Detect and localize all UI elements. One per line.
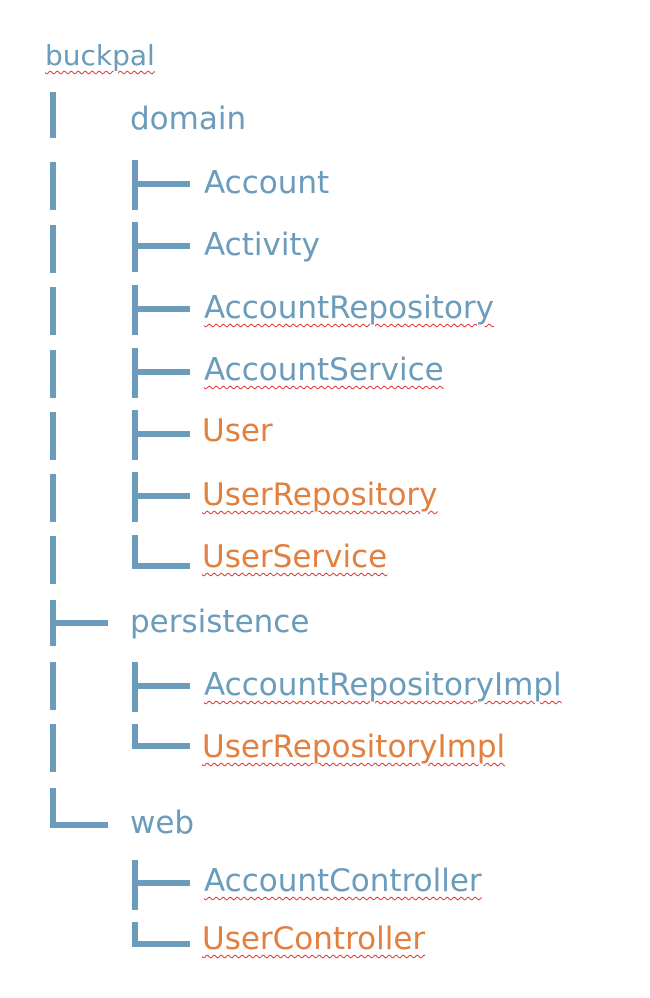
domain-branch-connector bbox=[132, 306, 190, 312]
class-label: User bbox=[202, 413, 273, 449]
tree-root-label: buckpal bbox=[45, 39, 155, 72]
trunk-connector-segment bbox=[50, 788, 56, 828]
trunk-connector-segment bbox=[50, 536, 56, 584]
persistence-package-label: persistence bbox=[130, 604, 310, 640]
trunk-connector-segment bbox=[50, 474, 56, 522]
trunk-connector-segment bbox=[50, 724, 56, 772]
trunk-connector-segment bbox=[50, 287, 56, 335]
class-label: UserService bbox=[202, 539, 388, 575]
web-branch-connector bbox=[132, 941, 190, 947]
web-connector-segment bbox=[132, 922, 138, 946]
persistence-connector-segment bbox=[132, 724, 138, 748]
domain-connector-segment bbox=[132, 535, 138, 569]
persistence-branch-connector bbox=[132, 743, 190, 749]
web-branch-connector bbox=[132, 880, 190, 886]
domain-branch-connector bbox=[132, 181, 190, 187]
trunk-connector-segment bbox=[50, 162, 56, 210]
trunk-connector-segment bbox=[50, 412, 56, 460]
class-label: AccountService bbox=[204, 352, 444, 388]
domain-branch-connector bbox=[132, 243, 190, 249]
branch-connector-persistence bbox=[50, 620, 108, 626]
trunk-connector-segment bbox=[50, 350, 56, 398]
class-label: AccountRepository bbox=[204, 290, 495, 326]
domain-branch-connector bbox=[132, 369, 190, 375]
class-label: UserRepositoryImpl bbox=[202, 729, 506, 765]
trunk-connector-segment bbox=[50, 662, 56, 710]
domain-branch-connector bbox=[132, 493, 190, 499]
class-label: UserController bbox=[202, 921, 426, 957]
trunk-connector-segment bbox=[50, 225, 56, 273]
web-package-label: web bbox=[130, 805, 195, 841]
class-label: AccountController bbox=[204, 863, 482, 899]
trunk-connector-segment bbox=[50, 92, 56, 138]
persistence-branch-connector bbox=[132, 683, 190, 689]
class-label: Account bbox=[204, 165, 330, 201]
domain-package-label: domain bbox=[130, 101, 247, 137]
class-label: UserRepository bbox=[202, 477, 438, 513]
class-label: AccountRepositoryImpl bbox=[204, 667, 562, 703]
branch-connector-web bbox=[50, 822, 108, 828]
domain-branch-connector bbox=[132, 431, 190, 437]
domain-branch-connector bbox=[132, 563, 190, 569]
class-label: Activity bbox=[204, 227, 320, 263]
